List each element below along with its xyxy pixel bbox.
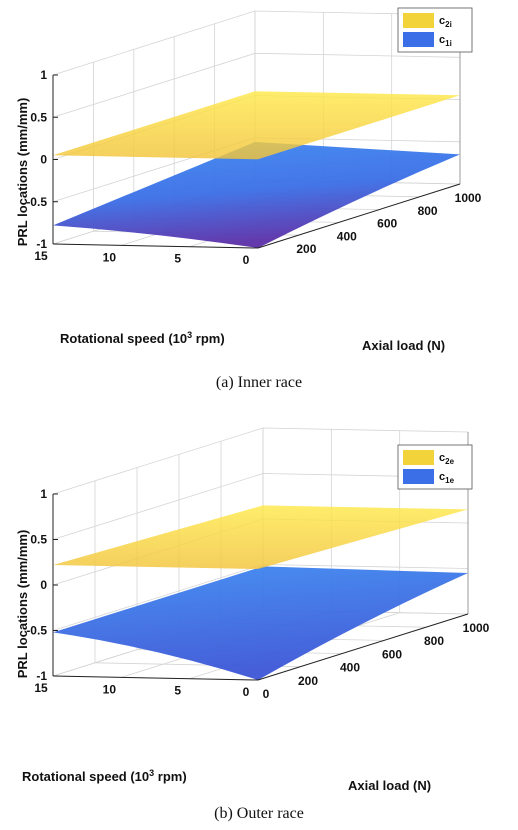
- z-tick-label: 0.5: [30, 110, 47, 124]
- y-axis-label: Rotational speed (103 rpm): [60, 330, 225, 346]
- y-axis-line: [52, 243, 259, 249]
- y-axis-label: Rotational speed (103 rpm): [22, 768, 187, 784]
- surface-c2i: [53, 91, 460, 160]
- y-tick-label: 10: [103, 682, 117, 696]
- x-tick-label: 1000: [455, 191, 482, 205]
- y-tick-label: 10: [103, 250, 117, 264]
- x-axis-line: [257, 613, 469, 681]
- legend-swatch: [403, 32, 434, 47]
- surface-c2e: [53, 505, 468, 569]
- z-tick-label: 1: [40, 487, 47, 501]
- y-tick-label: 5: [174, 684, 181, 698]
- z-tick-label: 0: [40, 153, 47, 167]
- axes: [52, 15, 461, 249]
- x-tick-label: 800: [424, 634, 444, 648]
- x-tick-label: 600: [377, 217, 397, 231]
- legend-entry: c1e: [439, 471, 455, 485]
- y-axis-line: [52, 675, 259, 681]
- y-tick-label: 5: [174, 252, 181, 266]
- x-axis-label: Axial load (N): [362, 338, 445, 353]
- grid-line: [52, 10, 461, 76]
- x-tick-label: 800: [418, 204, 438, 218]
- z-tick-label: -0.5: [26, 195, 47, 209]
- x-tick-label: 200: [298, 674, 318, 688]
- y-tick-label: 15: [34, 249, 48, 263]
- x-tick-label: 600: [382, 647, 402, 661]
- legend-swatch: [403, 469, 434, 484]
- y-tick-label: 15: [34, 681, 48, 695]
- z-tick-label: 1: [40, 68, 47, 82]
- grid-line: [52, 427, 469, 495]
- z-tick-label: -1: [36, 237, 47, 251]
- legend-entry: c1i: [439, 34, 452, 48]
- figure-caption: (b) Outer race: [214, 805, 304, 822]
- surface-c1e: [53, 566, 468, 680]
- y-tick-label: 0: [243, 253, 250, 267]
- x-axis-label: Axial load (N): [348, 778, 431, 793]
- x-tick-label: 200: [296, 242, 316, 256]
- x-tick-label: 0: [263, 687, 270, 701]
- legend-swatch: [403, 13, 434, 28]
- legend-entry: c2e: [439, 452, 455, 466]
- x-tick-label: 400: [337, 229, 357, 243]
- z-axis-label: PRL locations (mm/mm): [15, 98, 30, 247]
- legend-swatch: [403, 450, 434, 465]
- z-axis-label: PRL locations (mm/mm): [15, 530, 30, 679]
- surface-c1i: [53, 141, 460, 248]
- figure-caption: (a) Inner race: [216, 374, 302, 391]
- z-tick-label: 0: [40, 578, 47, 592]
- x-tick-label: 400: [340, 661, 360, 675]
- chart-panel-1: -1 -0.5 0 0.5 1 200 400 600 800 1000 0 5 10 15 PRL loc…: [15, 7, 482, 391]
- grid-line: [52, 52, 461, 118]
- y-tick-label: 0: [243, 685, 250, 699]
- legend-entry: c2i: [439, 15, 452, 29]
- z-tick-label: 0.5: [30, 533, 47, 547]
- z-tick-label: -1: [36, 669, 47, 683]
- x-axis-line: [257, 183, 461, 249]
- z-tick-label: -0.5: [26, 624, 47, 638]
- x-tick-label: 1000: [463, 621, 490, 635]
